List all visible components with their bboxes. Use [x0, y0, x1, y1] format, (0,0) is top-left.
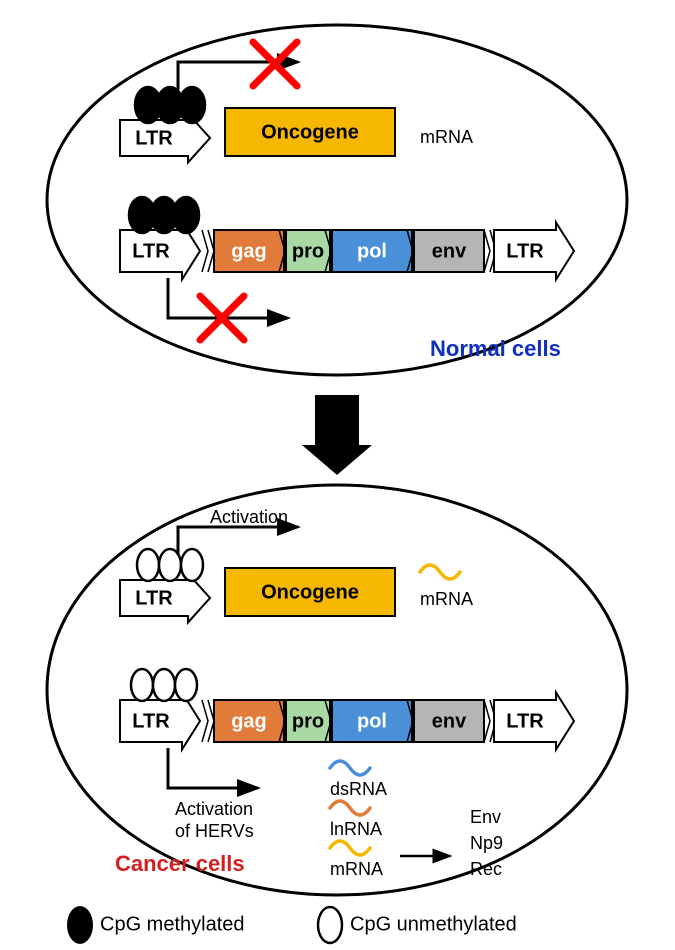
svg-text:dsRNA: dsRNA: [330, 779, 387, 799]
diagram-stage: LTR Oncogene mRNA LTR gag pro pol env LTR Normal …: [0, 0, 675, 950]
svg-text:env: env: [432, 710, 467, 732]
svg-text:mRNA: mRNA: [420, 589, 473, 609]
svg-text:env: env: [432, 240, 467, 262]
diagram-svg: LTR Oncogene mRNA LTR gag pro pol env LTR Normal …: [0, 0, 675, 950]
svg-text:pol: pol: [357, 240, 387, 262]
svg-text:LTR: LTR: [506, 240, 544, 262]
svg-text:CpG methylated: CpG methylated: [100, 913, 245, 935]
svg-text:pro: pro: [292, 710, 324, 732]
svg-text:of HERVs: of HERVs: [175, 821, 254, 841]
svg-text:Np9: Np9: [470, 833, 503, 853]
svg-text:pol: pol: [357, 710, 387, 732]
svg-text:Normal cells: Normal cells: [430, 336, 561, 361]
svg-text:Env: Env: [470, 807, 501, 827]
svg-text:pro: pro: [292, 240, 324, 262]
svg-text:LTR: LTR: [506, 710, 544, 732]
svg-text:Activation: Activation: [210, 507, 288, 527]
svg-text:Cancer cells: Cancer cells: [115, 851, 245, 876]
svg-text:gag: gag: [231, 710, 267, 732]
svg-text:Oncogene: Oncogene: [261, 581, 359, 603]
svg-text:LTR: LTR: [132, 240, 170, 262]
svg-text:Rec: Rec: [470, 859, 502, 879]
svg-text:LTR: LTR: [135, 127, 173, 149]
svg-text:Oncogene: Oncogene: [261, 121, 359, 143]
svg-text:LTR: LTR: [135, 587, 173, 609]
svg-text:Activation: Activation: [175, 799, 253, 819]
svg-text:mRNA: mRNA: [330, 859, 383, 879]
svg-text:CpG unmethylated: CpG unmethylated: [350, 913, 517, 935]
svg-text:mRNA: mRNA: [420, 127, 473, 147]
svg-text:gag: gag: [231, 240, 267, 262]
svg-text:lnRNA: lnRNA: [330, 819, 382, 839]
svg-text:LTR: LTR: [132, 710, 170, 732]
